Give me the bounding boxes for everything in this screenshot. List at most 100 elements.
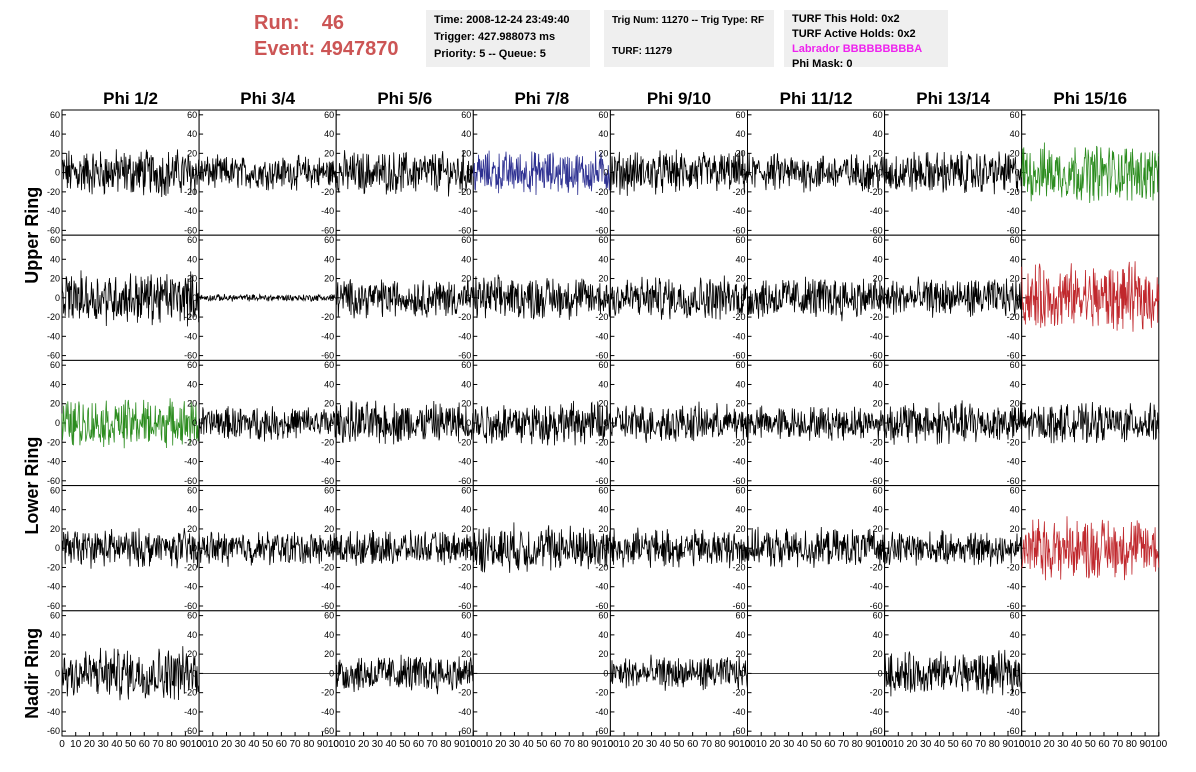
y-tick-label-r3-c1: -60 [184, 601, 197, 611]
y-tick-label-r0-c0: 60 [50, 110, 60, 120]
y-tick-label-r1-c5: -40 [732, 331, 745, 341]
x-tick-label-c4: 60 [687, 739, 699, 750]
y-tick-label-r1-c7: -40 [1007, 331, 1020, 341]
x-tick-label-c0: 90 [180, 739, 192, 750]
column-header-8: Phi 15/16 [1053, 89, 1127, 108]
x-tick-label-c5: 100 [876, 739, 893, 750]
y-tick-label-r4-c1: 20 [187, 649, 197, 659]
y-tick-label-r2-c2: 0 [329, 418, 334, 428]
y-tick-label-r4-c6: -60 [870, 726, 883, 736]
x-tick-label-c6: 50 [948, 739, 960, 750]
x-tick-label-c3: 80 [577, 739, 589, 750]
run-value: 46 [321, 12, 345, 34]
y-tick-label-r2-c5: -20 [732, 437, 745, 447]
y-tick-label-r1-c4: 40 [598, 254, 608, 264]
y-tick-label-r3-c0: -20 [47, 562, 60, 572]
column-header-4: Phi 7/8 [514, 89, 569, 108]
x-tick-label-c1: 40 [248, 739, 260, 750]
y-tick-label-r2-c2: 40 [324, 379, 334, 389]
waveform-r0-c6 [884, 150, 1023, 195]
x-tick-label-c4: 100 [739, 739, 756, 750]
y-tick-label-r0-c3: 20 [461, 148, 471, 158]
run-label: Run: [254, 12, 300, 34]
panel-r2-c6 [884, 359, 1023, 487]
y-tick-label-r1-c5: 0 [740, 293, 745, 303]
y-tick-label-r3-c4: -60 [595, 601, 608, 611]
y-tick-label-r4-c4: -20 [595, 688, 608, 698]
y-tick-label-r3-c2: 40 [324, 505, 334, 515]
y-tick-label-r3-c2: -60 [321, 601, 334, 611]
y-tick-label-r0-c5: 20 [735, 148, 745, 158]
waveform-r3-c1 [198, 531, 337, 567]
y-tick-label-r2-c1: -60 [184, 476, 197, 486]
x-tick-label-c4: 70 [701, 739, 713, 750]
y-tick-label-r1-c1: -20 [184, 312, 197, 322]
waveform-r1-c7 [1021, 261, 1160, 332]
y-tick-label-r0-c2: 60 [324, 110, 334, 120]
x-tick-label-c1: 50 [262, 739, 274, 750]
waveform-r4-c2 [335, 654, 474, 695]
y-tick-label-r3-c2: -40 [321, 582, 334, 592]
y-tick-label-r1-c7: 40 [1010, 254, 1020, 264]
time-text: Time: 2008-12-24 23:49:40 [434, 14, 570, 26]
x-tick-label-c3: 10 [481, 739, 493, 750]
y-tick-label-r1-c2: -40 [321, 331, 334, 341]
waveform-r4-c4 [610, 654, 748, 691]
y-tick-label-r2-c4: -40 [595, 457, 608, 467]
y-tick-label-r0-c2: -20 [321, 187, 334, 197]
x-tick-label-c3: 60 [550, 739, 562, 750]
y-tick-label-r1-c4: 0 [603, 293, 608, 303]
turf-hold-text: TURF This Hold: 0x2 [792, 13, 900, 25]
y-tick-label-r2-c0: 60 [50, 360, 60, 370]
y-tick-label-r3-c5: -40 [732, 582, 745, 592]
y-tick-label-r4-c4: 20 [598, 649, 608, 659]
y-tick-label-r2-c1: 20 [187, 399, 197, 409]
x-tick-label-c5: 40 [797, 739, 809, 750]
y-tick-label-r3-c3: 20 [461, 524, 471, 534]
y-tick-label-r2-c6: -60 [870, 476, 883, 486]
y-tick-label-r2-c6: 60 [873, 360, 883, 370]
y-tick-label-r1-c6: 60 [873, 235, 883, 245]
waveform-r3-c2 [335, 529, 474, 566]
y-tick-label-r2-c3: 20 [461, 399, 471, 409]
y-tick-label-r3-c6: -60 [870, 601, 883, 611]
y-tick-label-r3-c3: 0 [466, 543, 471, 553]
y-tick-label-r0-c7: 0 [1015, 168, 1020, 178]
y-tick-label-r1-c6: 40 [873, 254, 883, 264]
y-tick-label-r2-c1: -20 [184, 437, 197, 447]
y-tick-label-r3-c1: 40 [187, 505, 197, 515]
column-header-3: Phi 5/6 [377, 89, 432, 108]
row-label-2: Lower Ring [22, 437, 42, 535]
y-tick-label-r1-c3: -40 [458, 331, 471, 341]
y-tick-label-r2-c7: 60 [1010, 360, 1020, 370]
waveform-r2-c5 [747, 405, 885, 442]
y-tick-label-r1-c7: 20 [1010, 274, 1020, 284]
x-tick-label-c5: 50 [810, 739, 822, 750]
y-tick-label-r2-c3: -20 [458, 437, 471, 447]
y-tick-label-r0-c0: -20 [47, 187, 60, 197]
y-tick-label-r3-c4: -40 [595, 582, 608, 592]
y-tick-label-r3-c5: 20 [735, 524, 745, 534]
y-tick-label-r4-c7: -40 [1007, 707, 1020, 717]
y-tick-label-r2-c4: -20 [595, 437, 608, 447]
x-tick-label-c4: 90 [728, 739, 740, 750]
waveform-r0-c5 [747, 153, 885, 193]
y-tick-label-r2-c3: 0 [466, 418, 471, 428]
y-tick-label-r1-c6: -40 [870, 331, 883, 341]
y-tick-label-r3-c0: -60 [47, 601, 60, 611]
y-tick-label-r1-c2: 20 [324, 274, 334, 284]
x-tick-label-c3: 100 [602, 739, 619, 750]
y-tick-label-r1-c0: 40 [50, 254, 60, 264]
y-tick-label-r0-c0: -40 [47, 206, 60, 216]
x-tick-label-c2: 0 [333, 739, 339, 750]
y-tick-label-r4-c6: 40 [873, 630, 883, 640]
y-tick-label-r2-c1: 40 [187, 379, 197, 389]
x-tick-label-c5: 20 [769, 739, 781, 750]
y-tick-label-r3-c4: 40 [598, 505, 608, 515]
x-tick-label-c6: 30 [920, 739, 932, 750]
y-tick-label-r0-c3: 40 [461, 129, 471, 139]
waveform-r1-c0 [61, 269, 200, 327]
y-tick-label-r0-c7: -60 [1007, 225, 1020, 235]
y-tick-label-r2-c0: -20 [47, 437, 60, 447]
